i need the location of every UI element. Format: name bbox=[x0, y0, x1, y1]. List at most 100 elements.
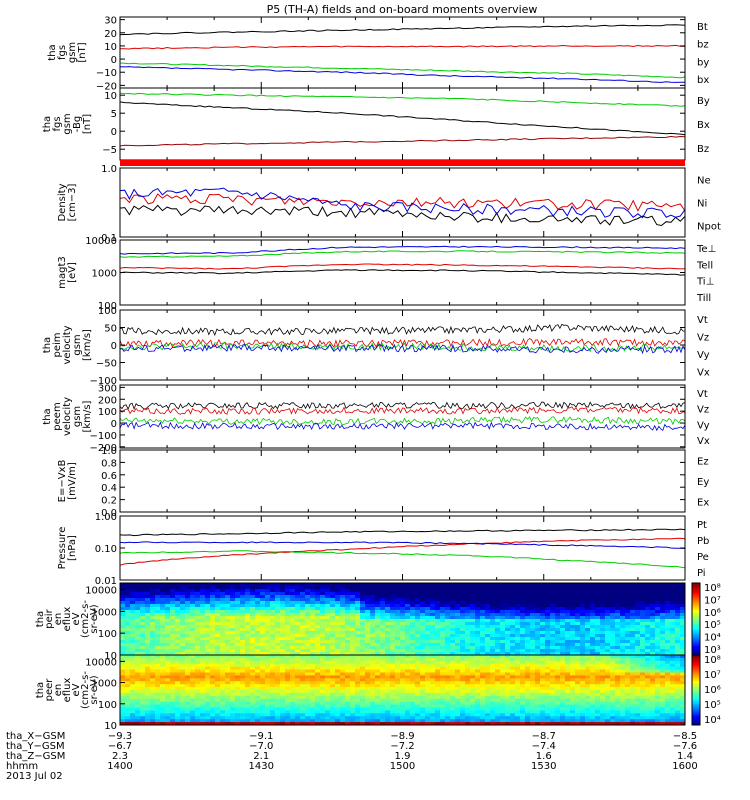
spectro-cell bbox=[520, 652, 526, 656]
spectro-cell bbox=[340, 719, 346, 723]
spectro-cell bbox=[415, 707, 421, 711]
spectro-cell bbox=[310, 675, 316, 679]
spectro-cell bbox=[395, 692, 401, 697]
spectro-cell bbox=[385, 583, 391, 587]
spectro-cell bbox=[495, 583, 501, 587]
spectro-cell bbox=[245, 669, 251, 673]
spectro-cell bbox=[315, 610, 321, 614]
spectro-cell bbox=[380, 681, 386, 685]
spectro-cell bbox=[240, 669, 246, 673]
spectro-cell bbox=[325, 698, 331, 703]
spectro-cell bbox=[360, 707, 366, 711]
spectro-cell bbox=[470, 634, 476, 638]
spectro-cell bbox=[525, 616, 531, 620]
spectro-cell bbox=[270, 652, 276, 656]
spectro-cell bbox=[470, 722, 476, 726]
spectro-cell bbox=[360, 640, 366, 644]
spectro-cell bbox=[170, 716, 176, 720]
spectro-cell bbox=[155, 616, 161, 620]
spectro-cell bbox=[350, 613, 356, 617]
spectro-cell bbox=[405, 595, 411, 599]
spectro-cell bbox=[590, 649, 596, 653]
spectro-cell bbox=[265, 666, 271, 670]
spectro-cell bbox=[325, 646, 331, 650]
spectro-cell bbox=[315, 704, 321, 708]
spectro-cell bbox=[345, 672, 351, 676]
spectro-cell bbox=[150, 652, 156, 656]
spectro-cell bbox=[505, 598, 511, 602]
spectro-cell bbox=[510, 601, 516, 605]
spectro-cell bbox=[605, 613, 611, 617]
spectro-cell bbox=[395, 707, 401, 711]
spectro-cell bbox=[660, 598, 666, 602]
spectro-cell bbox=[335, 652, 341, 656]
spectro-cell bbox=[325, 604, 331, 608]
spectro-cell bbox=[380, 719, 386, 723]
panel-frame bbox=[119, 449, 686, 513]
spectro-cell bbox=[390, 690, 396, 694]
spectro-cell bbox=[305, 592, 311, 596]
spectro-cell bbox=[345, 716, 351, 720]
spectro-cell bbox=[645, 613, 651, 617]
spectro-cell bbox=[610, 628, 616, 632]
spectro-cell bbox=[160, 675, 166, 679]
spectro-cell bbox=[305, 610, 311, 614]
spectro-cell bbox=[320, 655, 326, 659]
spectro-cell bbox=[425, 631, 431, 635]
spectro-cell bbox=[430, 583, 436, 587]
spectro-cell bbox=[240, 652, 246, 656]
spectro-cell bbox=[420, 719, 426, 723]
spectro-cell bbox=[240, 586, 246, 590]
spectro-cell bbox=[320, 657, 326, 662]
spectro-cell bbox=[565, 625, 571, 629]
spectro-cell bbox=[265, 628, 271, 632]
spectro-cell bbox=[200, 619, 206, 623]
spectro-cell bbox=[400, 663, 406, 668]
spectro-cell bbox=[230, 616, 236, 620]
spectro-cell bbox=[285, 692, 291, 697]
spectro-cell bbox=[400, 640, 406, 644]
spectro-cell bbox=[650, 649, 656, 653]
spectro-cell bbox=[450, 604, 456, 608]
spectro-cell bbox=[140, 716, 146, 720]
spectro-cell bbox=[330, 707, 336, 711]
spectro-cell bbox=[335, 637, 341, 641]
spectro-cell bbox=[365, 631, 371, 635]
spectro-cell bbox=[570, 607, 576, 611]
spectro-cell bbox=[420, 598, 426, 602]
spectro-cell bbox=[150, 666, 156, 670]
spectro-cell bbox=[375, 655, 381, 659]
series-pressure-0 bbox=[119, 528, 686, 537]
spectro-cell bbox=[260, 672, 266, 676]
spectro-cell bbox=[590, 628, 596, 632]
spectro-cell bbox=[165, 722, 171, 726]
spectro-cell bbox=[485, 657, 491, 662]
spectro-cell bbox=[595, 604, 601, 608]
spectro-cell bbox=[415, 595, 421, 599]
spectro-cell bbox=[160, 657, 166, 662]
spectro-cell bbox=[375, 652, 381, 656]
spectro-cell bbox=[360, 675, 366, 679]
colorbar-cell bbox=[692, 588, 700, 591]
spectro-cell bbox=[175, 695, 181, 700]
spectro-cell bbox=[385, 652, 391, 656]
spectro-cell bbox=[245, 684, 251, 688]
spectro-cell bbox=[620, 586, 626, 590]
spectro-cell bbox=[240, 598, 246, 602]
spectro-cell bbox=[555, 640, 561, 644]
spectro-cell bbox=[175, 698, 181, 703]
spectro-cell bbox=[380, 640, 386, 644]
spectro-cell bbox=[585, 586, 591, 590]
spectro-cell bbox=[615, 649, 621, 653]
spectro-cell bbox=[240, 592, 246, 596]
spectro-cell bbox=[250, 690, 256, 694]
spectro-cell bbox=[295, 675, 301, 679]
ylabel: [cm−3] bbox=[67, 184, 78, 222]
spectro-cell bbox=[445, 719, 451, 723]
spectro-cell bbox=[595, 649, 601, 653]
spectro-cell bbox=[490, 666, 496, 670]
spectro-cell bbox=[620, 607, 626, 611]
spectro-cell bbox=[650, 592, 656, 596]
spectro-cell bbox=[610, 583, 616, 587]
legend-entry: Ez bbox=[697, 456, 709, 467]
